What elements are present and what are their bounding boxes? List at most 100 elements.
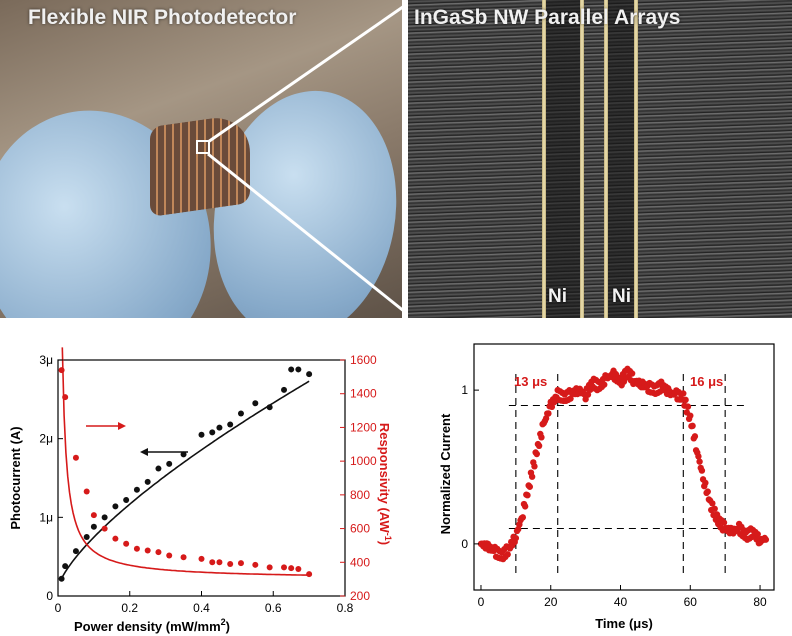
normalized-current-point: [567, 395, 574, 402]
chart1-y2tick-label: 400: [350, 555, 370, 569]
normalized-current-point: [711, 505, 718, 512]
photocurrent-point: [180, 451, 187, 458]
normalized-current-point: [521, 503, 529, 510]
normalized-current-point: [524, 492, 531, 499]
photocurrent-point: [216, 424, 223, 431]
responsivity-point: [252, 561, 259, 568]
chart1-y2label-sup: -1: [383, 533, 393, 541]
chart1-xtick-label: 0.4: [193, 601, 210, 615]
svg-text:Power density (mW/mm2): Power density (mW/mm2): [74, 617, 230, 634]
responsivity-point: [180, 554, 187, 561]
chart1-y2tick-label: 1600: [350, 353, 377, 367]
responsivity-point: [144, 547, 151, 554]
chart1-y2tick-label: 800: [350, 488, 370, 502]
normalized-current-chart: 0 20 40 60 80 0 1 13 μs 16 μs Time (μs) Normal…: [438, 343, 775, 631]
photocurrent-fit-curve: [60, 380, 310, 579]
chart1-y2label-close: ): [377, 541, 392, 545]
photocurrent-point: [62, 563, 69, 570]
ni-label-2: Ni: [612, 286, 631, 307]
photocurrent-point: [237, 410, 244, 417]
normalized-current-point: [762, 536, 770, 543]
normalized-current-point: [695, 453, 702, 460]
normalized-current-point: [691, 433, 699, 440]
electrode-line-1: [542, 0, 546, 318]
black-series-arrow: [140, 448, 188, 456]
chart1-ytick-label: 0: [46, 589, 53, 603]
responsivity-point: [266, 564, 273, 571]
normalized-current-point: [702, 479, 709, 487]
electrode-line-4: [634, 0, 638, 318]
normalized-current-point: [601, 381, 608, 388]
normalized-current-point: [531, 463, 538, 470]
responsivity-point: [295, 566, 302, 573]
chart2-ytick-label: 0: [461, 537, 468, 551]
photocurrent-point: [155, 465, 162, 472]
photocurrent-point: [198, 431, 205, 438]
chart1-xtick-label: 0.2: [121, 601, 138, 615]
normalized-current-point: [754, 530, 761, 538]
normalized-current-point: [680, 390, 687, 397]
normalized-current-point: [689, 422, 696, 430]
responsivity-fit-curve: [61, 347, 310, 576]
nanowire-array-micrograph: InGaSb NW Parallel Arrays Ni Ni: [408, 0, 792, 318]
photocurrent-point: [133, 486, 140, 493]
photocurrent-point: [209, 429, 216, 436]
chart2-xtick-label: 80: [753, 595, 767, 609]
responsivity-point: [90, 512, 97, 519]
responsivity-point: [166, 552, 173, 559]
responsivity-point: [288, 565, 295, 572]
zoom-lines: [0, 0, 792, 318]
chart2-xlabel: Time (μs): [595, 616, 653, 631]
electrode-line-2: [580, 0, 584, 318]
photocurrent-point: [281, 386, 288, 393]
responsivity-point: [83, 488, 90, 495]
photocurrent-point: [83, 534, 90, 540]
chart2-ylabel: Normalized Current: [438, 413, 453, 534]
normalized-current-point: [628, 370, 636, 377]
electrode-gap-1: [546, 0, 580, 318]
left-photo-title: Flexible NIR Photodetector: [28, 6, 297, 29]
chart1-y2tick-label: 600: [350, 522, 370, 536]
chart2-xtick-label: 20: [544, 595, 558, 609]
red-series-arrow: [86, 422, 126, 430]
normalized-current-point: [519, 514, 527, 521]
chart2-xtick-label: 40: [614, 595, 628, 609]
chart1-ytick-label: 2μ: [39, 432, 53, 446]
chart1-xlabel: Power density (mW/mm: [74, 619, 221, 634]
responsivity-point: [209, 559, 216, 566]
photocurrent-point: [72, 548, 79, 555]
photocurrent-point: [266, 404, 273, 411]
normalized-current-point: [526, 483, 534, 490]
normalized-current-point: [545, 410, 552, 417]
normalized-current-point: [687, 412, 694, 419]
responsivity-point: [237, 560, 244, 567]
normalized-current-point: [696, 458, 703, 465]
photocurrent-point: [295, 366, 302, 373]
photocurrent-point: [306, 371, 313, 378]
responsivity-point: [62, 394, 69, 401]
annotation-rise-time: 13 μs: [514, 374, 547, 389]
chart1-y2tick-label: 1200: [350, 420, 377, 434]
chart1-xtick-label: 0.8: [337, 601, 354, 615]
photocurrent-point: [90, 523, 97, 530]
chart2-xtick-label: 0: [478, 595, 485, 609]
responsivity-point: [155, 549, 162, 556]
normalized-current-point: [535, 442, 543, 450]
normalized-current-point: [533, 450, 540, 458]
responsivity-point: [112, 535, 119, 542]
annotation-fall-time: 16 μs: [690, 374, 723, 389]
zoom-box: [196, 140, 210, 154]
responsivity-point: [133, 545, 140, 552]
normalized-current-point: [504, 551, 511, 558]
responsivity-point: [281, 564, 288, 571]
normalized-current-point: [698, 467, 706, 474]
responsivity-point: [306, 571, 313, 578]
normalized-current-point: [512, 534, 520, 542]
responsivity-point: [101, 525, 108, 532]
responsivity-point: [198, 555, 205, 562]
responsivity-point: [72, 454, 79, 461]
chart1-y2tick-label: 200: [350, 589, 370, 603]
normalized-current-point: [584, 391, 592, 398]
chart1-ytick-label: 1μ: [39, 510, 53, 524]
chart2-ytick-label: 1: [461, 383, 468, 397]
